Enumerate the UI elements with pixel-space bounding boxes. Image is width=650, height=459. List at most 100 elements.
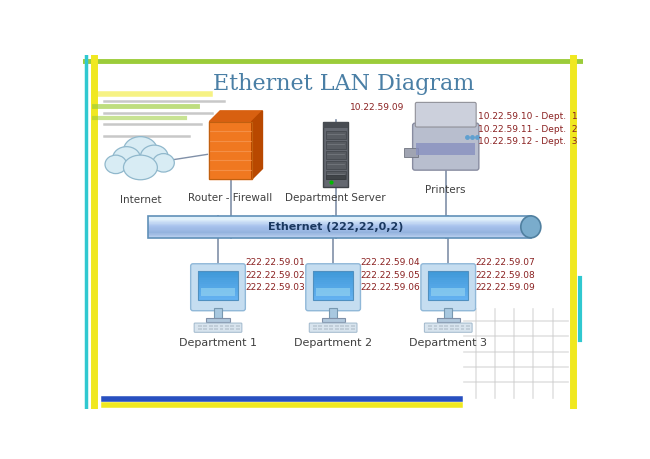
- Bar: [148, 230, 531, 231]
- Bar: [404, 148, 418, 157]
- Polygon shape: [209, 122, 252, 179]
- Bar: [335, 328, 339, 330]
- Bar: [428, 325, 432, 327]
- Bar: [445, 328, 448, 330]
- Bar: [198, 286, 238, 288]
- Bar: [439, 325, 443, 327]
- Bar: [148, 217, 531, 218]
- Bar: [326, 161, 346, 168]
- FancyBboxPatch shape: [424, 323, 472, 332]
- Bar: [428, 282, 468, 284]
- Bar: [428, 273, 468, 274]
- Bar: [198, 273, 238, 274]
- Bar: [313, 328, 317, 330]
- Bar: [313, 271, 353, 273]
- Bar: [330, 325, 333, 327]
- Bar: [148, 221, 531, 222]
- Bar: [351, 325, 355, 327]
- Bar: [148, 234, 531, 235]
- Bar: [313, 276, 353, 279]
- Bar: [203, 325, 207, 327]
- Bar: [330, 328, 333, 330]
- FancyBboxPatch shape: [415, 102, 476, 127]
- Bar: [450, 328, 454, 330]
- Bar: [461, 328, 464, 330]
- Text: 222.22.59.04
222.22.59.05
222.22.59.06: 222.22.59.04 222.22.59.05 222.22.59.06: [360, 258, 420, 292]
- Text: Department 2: Department 2: [294, 338, 372, 347]
- Bar: [461, 325, 464, 327]
- Bar: [313, 273, 353, 274]
- Bar: [318, 328, 322, 330]
- Bar: [148, 224, 531, 225]
- Bar: [201, 288, 235, 297]
- Bar: [148, 227, 531, 228]
- Bar: [445, 325, 448, 327]
- Text: Ethernet (222,22,0,2): Ethernet (222,22,0,2): [268, 222, 403, 232]
- Bar: [148, 237, 531, 238]
- Bar: [345, 328, 349, 330]
- Bar: [428, 296, 468, 298]
- Bar: [230, 325, 234, 327]
- Bar: [220, 328, 224, 330]
- Bar: [198, 292, 238, 294]
- Bar: [198, 325, 202, 327]
- Bar: [326, 141, 346, 149]
- Text: Internet: Internet: [120, 195, 161, 205]
- Bar: [313, 288, 353, 290]
- Ellipse shape: [105, 155, 127, 174]
- Bar: [313, 286, 353, 288]
- Bar: [313, 325, 317, 327]
- Bar: [230, 328, 234, 330]
- Bar: [330, 308, 337, 318]
- Bar: [220, 325, 224, 327]
- Bar: [198, 298, 238, 300]
- Bar: [313, 284, 353, 286]
- Bar: [148, 219, 531, 220]
- Text: Ethernet LAN Diagram: Ethernet LAN Diagram: [213, 73, 474, 95]
- Bar: [316, 288, 350, 297]
- Bar: [351, 328, 355, 330]
- Bar: [198, 276, 238, 279]
- Bar: [198, 328, 202, 330]
- Bar: [198, 271, 238, 300]
- Bar: [148, 216, 531, 217]
- Bar: [148, 228, 531, 229]
- FancyBboxPatch shape: [309, 323, 357, 332]
- Bar: [148, 235, 531, 236]
- Bar: [326, 151, 346, 159]
- Bar: [225, 325, 229, 327]
- Text: Printers: Printers: [426, 185, 466, 195]
- Bar: [428, 271, 468, 273]
- Bar: [324, 328, 328, 330]
- Ellipse shape: [153, 154, 174, 172]
- Bar: [209, 328, 213, 330]
- Bar: [313, 296, 353, 298]
- Bar: [455, 325, 459, 327]
- Bar: [198, 282, 238, 284]
- Bar: [198, 271, 238, 273]
- Bar: [209, 325, 213, 327]
- Bar: [428, 294, 468, 296]
- Ellipse shape: [112, 147, 140, 170]
- Bar: [198, 288, 238, 290]
- Text: 222.22.59.07
222.22.59.08
222.22.59.09: 222.22.59.07 222.22.59.08 222.22.59.09: [475, 258, 535, 292]
- Bar: [148, 229, 531, 230]
- Bar: [428, 280, 468, 282]
- Text: 222.22.59.01
222.22.59.02
222.22.59.03: 222.22.59.01 222.22.59.02 222.22.59.03: [245, 258, 305, 292]
- Bar: [439, 328, 443, 330]
- Bar: [198, 274, 238, 276]
- Bar: [198, 280, 238, 282]
- Bar: [322, 318, 344, 322]
- Bar: [428, 279, 468, 280]
- Bar: [148, 222, 531, 223]
- Bar: [148, 223, 531, 224]
- Bar: [428, 328, 432, 330]
- Bar: [313, 274, 353, 276]
- Bar: [466, 325, 470, 327]
- Bar: [326, 131, 346, 139]
- Bar: [455, 328, 459, 330]
- Bar: [214, 308, 222, 318]
- Bar: [148, 226, 531, 227]
- Bar: [326, 175, 345, 179]
- Bar: [445, 308, 452, 318]
